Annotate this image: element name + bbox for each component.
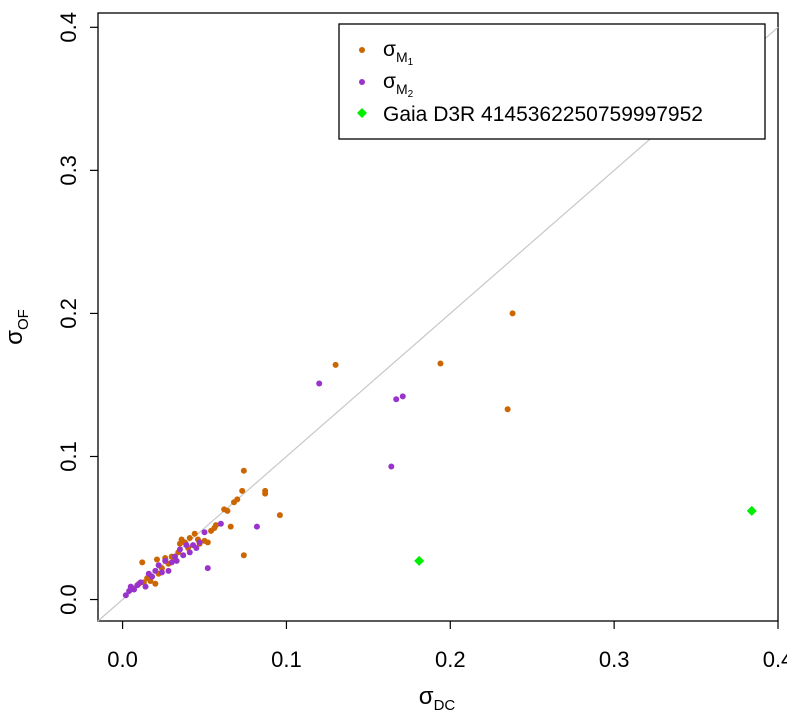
data-point-m2: [399, 393, 406, 400]
data-point-m2: [158, 569, 165, 576]
data-point-m1: [227, 523, 234, 530]
legend-marker-m1: [359, 47, 365, 53]
data-point-m2: [183, 542, 190, 549]
data-point-m2: [152, 567, 159, 574]
data-point-m1: [234, 496, 241, 503]
data-point-m2: [193, 545, 200, 552]
data-point-m2: [196, 539, 203, 546]
data-point-m1: [204, 539, 211, 546]
y-tick-label: 0.4: [56, 12, 81, 43]
data-point-m1: [504, 406, 511, 413]
y-tick-label: 0.2: [56, 298, 81, 329]
data-point-m1: [437, 360, 444, 367]
legend: σM1 σM2 Gaia D3R 4145362250759997952: [338, 23, 766, 140]
x-tick-label: 0.0: [107, 647, 138, 672]
data-point-m2: [201, 529, 208, 536]
data-point-m2: [162, 557, 169, 564]
data-point-m2: [168, 559, 175, 566]
legend-box: [338, 23, 766, 140]
data-point-m2: [180, 552, 187, 559]
data-point-m2: [122, 592, 129, 599]
data-point-m2: [137, 579, 144, 586]
data-point-m1: [240, 552, 247, 559]
legend-label-gaia: Gaia D3R 4145362250759997952: [383, 103, 703, 126]
y-tick-label: 0.1: [56, 441, 81, 472]
data-point-m2: [186, 549, 193, 556]
data-point-m1: [262, 487, 269, 494]
data-point-m2: [142, 583, 149, 590]
data-point-m2: [253, 523, 260, 530]
data-point-m2: [131, 586, 138, 593]
data-point-m2: [393, 396, 400, 403]
x-tick-label: 0.3: [599, 647, 630, 672]
data-point-m2: [316, 380, 323, 387]
data-point-m1: [224, 507, 231, 514]
data-point-m2: [149, 573, 156, 580]
x-tick-label: 0.2: [435, 647, 466, 672]
x-tick-label: 0.4: [763, 647, 787, 672]
data-point-m1: [139, 559, 146, 566]
data-point-m1: [239, 487, 246, 494]
data-point-m1: [152, 580, 159, 587]
data-point-m2: [204, 565, 211, 572]
legend-label-m2: σM2: [383, 70, 414, 100]
data-point-gaia: [746, 505, 757, 516]
legend-label-m1: σM1: [383, 38, 414, 68]
data-point-m1: [191, 530, 198, 537]
data-point-m1: [186, 535, 193, 542]
data-point-m1: [212, 522, 219, 529]
y-tick-label: 0.3: [56, 155, 81, 186]
data-point-m1: [332, 361, 339, 368]
data-point-m2: [173, 557, 180, 564]
data-point-m2: [176, 546, 183, 553]
x-axis-title: σDC: [419, 683, 456, 714]
data-point-m2: [388, 463, 395, 470]
data-point-m2: [217, 520, 224, 527]
data-point-m2: [165, 567, 172, 574]
data-point-gaia: [414, 555, 425, 566]
y-axis-title: σOF: [1, 309, 32, 345]
data-point-m1: [240, 467, 247, 474]
data-point-m1: [509, 310, 516, 317]
legend-marker-m2: [359, 79, 365, 85]
legend-marker-gaia: [357, 108, 367, 118]
x-tick-label: 0.1: [271, 647, 302, 672]
data-point-m1: [276, 512, 283, 519]
data-point-m1: [153, 556, 160, 563]
data-point-m2: [155, 562, 162, 569]
y-tick-label: 0.0: [56, 584, 81, 615]
